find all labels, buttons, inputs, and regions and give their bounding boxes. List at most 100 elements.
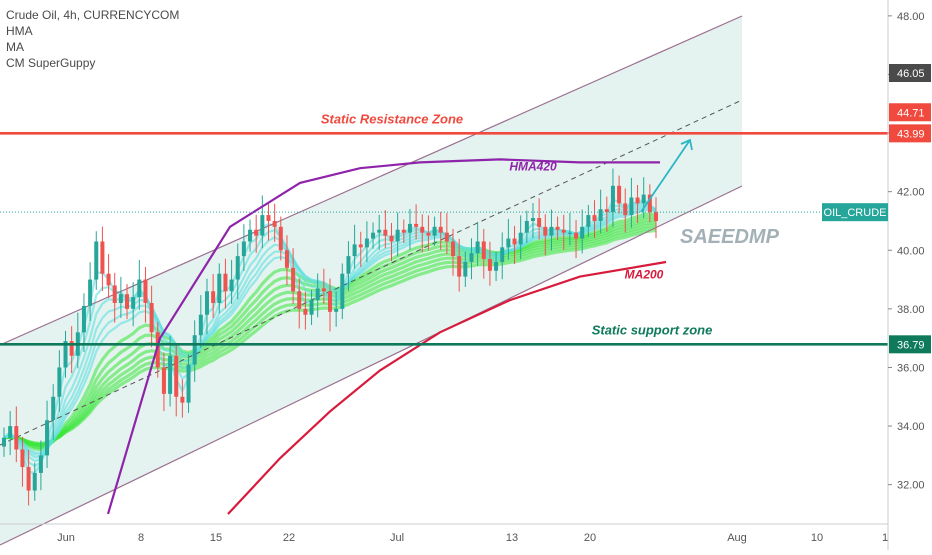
- candle-body: [623, 203, 628, 216]
- candle-body: [88, 279, 93, 306]
- candle-body: [432, 226, 437, 236]
- candle-body: [438, 226, 443, 233]
- candle-body: [641, 194, 646, 204]
- candle-body: [161, 367, 166, 394]
- time-tick-label: 15: [210, 532, 222, 544]
- candle-body: [457, 256, 462, 277]
- candle-body: [444, 232, 449, 242]
- time-tick-label: 20: [584, 532, 596, 544]
- candle-body: [155, 332, 160, 368]
- candle-body: [414, 223, 419, 227]
- projection-arrow[interactable]: [640, 139, 691, 213]
- hma420-label: HMA420: [509, 159, 557, 173]
- candle-body: [180, 396, 185, 403]
- candle-body: [401, 229, 406, 233]
- candle-body: [500, 247, 505, 262]
- time-tick-label: 1: [882, 532, 888, 544]
- candle-body: [377, 229, 382, 233]
- candle-body: [112, 285, 117, 304]
- candle-body: [254, 229, 259, 236]
- price-axis[interactable]: [888, 0, 932, 550]
- price-badge[interactable]: [889, 64, 931, 82]
- candle-body: [297, 291, 302, 309]
- candle-body: [309, 300, 314, 315]
- candle-body: [487, 259, 492, 271]
- symbol-price-badge[interactable]: [822, 203, 888, 222]
- price-tick-label: 40.00: [897, 245, 925, 257]
- legend-indicator-superguppy[interactable]: CM SuperGuppy: [6, 56, 96, 70]
- time-tick-label: Jul: [390, 532, 404, 544]
- candle-body: [555, 226, 560, 230]
- candle-body: [235, 256, 240, 280]
- legend-indicator-hma[interactable]: HMA: [6, 24, 33, 38]
- price-badge[interactable]: [889, 124, 931, 143]
- channel-mid-line[interactable]: [0, 99, 743, 446]
- candle-body: [610, 185, 615, 213]
- candle-body: [248, 229, 253, 242]
- candle-body: [168, 355, 173, 394]
- candle-body: [371, 232, 376, 239]
- candle-body: [586, 215, 591, 227]
- candle-body: [14, 426, 19, 450]
- candle-body: [592, 215, 597, 221]
- time-tick-label: 10: [811, 532, 823, 544]
- candle-body: [537, 218, 542, 227]
- candle-body: [278, 226, 283, 251]
- candle-body: [524, 220, 529, 233]
- price-tick-label: 42.00: [897, 187, 925, 199]
- candle-body: [469, 253, 474, 262]
- candle-body: [143, 279, 148, 304]
- candle-body: [352, 244, 357, 257]
- candle-body: [654, 212, 658, 221]
- candle-body: [63, 341, 68, 368]
- candle-body: [20, 449, 25, 468]
- candle-body: [94, 241, 99, 280]
- candle-body: [407, 223, 412, 233]
- candle-body: [543, 226, 548, 236]
- candle-body: [647, 194, 652, 213]
- candle-body: [451, 241, 456, 257]
- hma420-line[interactable]: [106, 158, 660, 515]
- candle-body: [328, 291, 332, 312]
- legend-indicator-ma[interactable]: MA: [6, 40, 24, 54]
- candle-body: [229, 279, 234, 292]
- candle-body: [518, 232, 523, 245]
- candle-body: [629, 197, 634, 216]
- candle-body: [291, 267, 296, 292]
- candle-body: [223, 273, 228, 292]
- channel-upper-line[interactable]: [0, 15, 743, 346]
- legend-symbol[interactable]: Crude Oil, 4h, CURRENCYCOM: [6, 8, 180, 22]
- price-badge-label: 36.79: [897, 339, 925, 351]
- candle-body: [198, 314, 203, 336]
- price-tick-label: 32.00: [897, 480, 925, 492]
- price-badge[interactable]: [889, 335, 931, 354]
- candle-body: [272, 220, 277, 227]
- candle-body: [481, 241, 486, 260]
- price-badge[interactable]: [889, 103, 931, 122]
- candle-body: [494, 261, 499, 271]
- chart-legend: Crude Oil, 4h, CURRENCYCOM HMA MA CM Sup…: [6, 7, 179, 71]
- candle-body: [100, 241, 105, 274]
- candle-body: [186, 364, 191, 403]
- candle-body: [8, 426, 13, 438]
- ma200-line[interactable]: [227, 260, 667, 515]
- candle-body: [69, 341, 74, 356]
- candle-body: [530, 218, 535, 221]
- candle-body: [57, 367, 62, 397]
- price-badge-label: 46.05: [897, 68, 925, 80]
- candle-body: [149, 303, 154, 333]
- candle-body: [32, 472, 37, 491]
- time-tick-label: 8: [138, 532, 144, 544]
- price-badge-label: 44.71: [897, 107, 925, 119]
- candle-body: [598, 209, 603, 221]
- candle-body: [567, 232, 572, 234]
- candle-body: [174, 355, 179, 397]
- candle-body: [26, 467, 31, 491]
- candle-body: [334, 308, 339, 312]
- candle-body: [420, 226, 425, 233]
- candle-body: [635, 197, 640, 204]
- channel-lower-line[interactable]: [0, 185, 743, 546]
- candle-body: [426, 232, 431, 236]
